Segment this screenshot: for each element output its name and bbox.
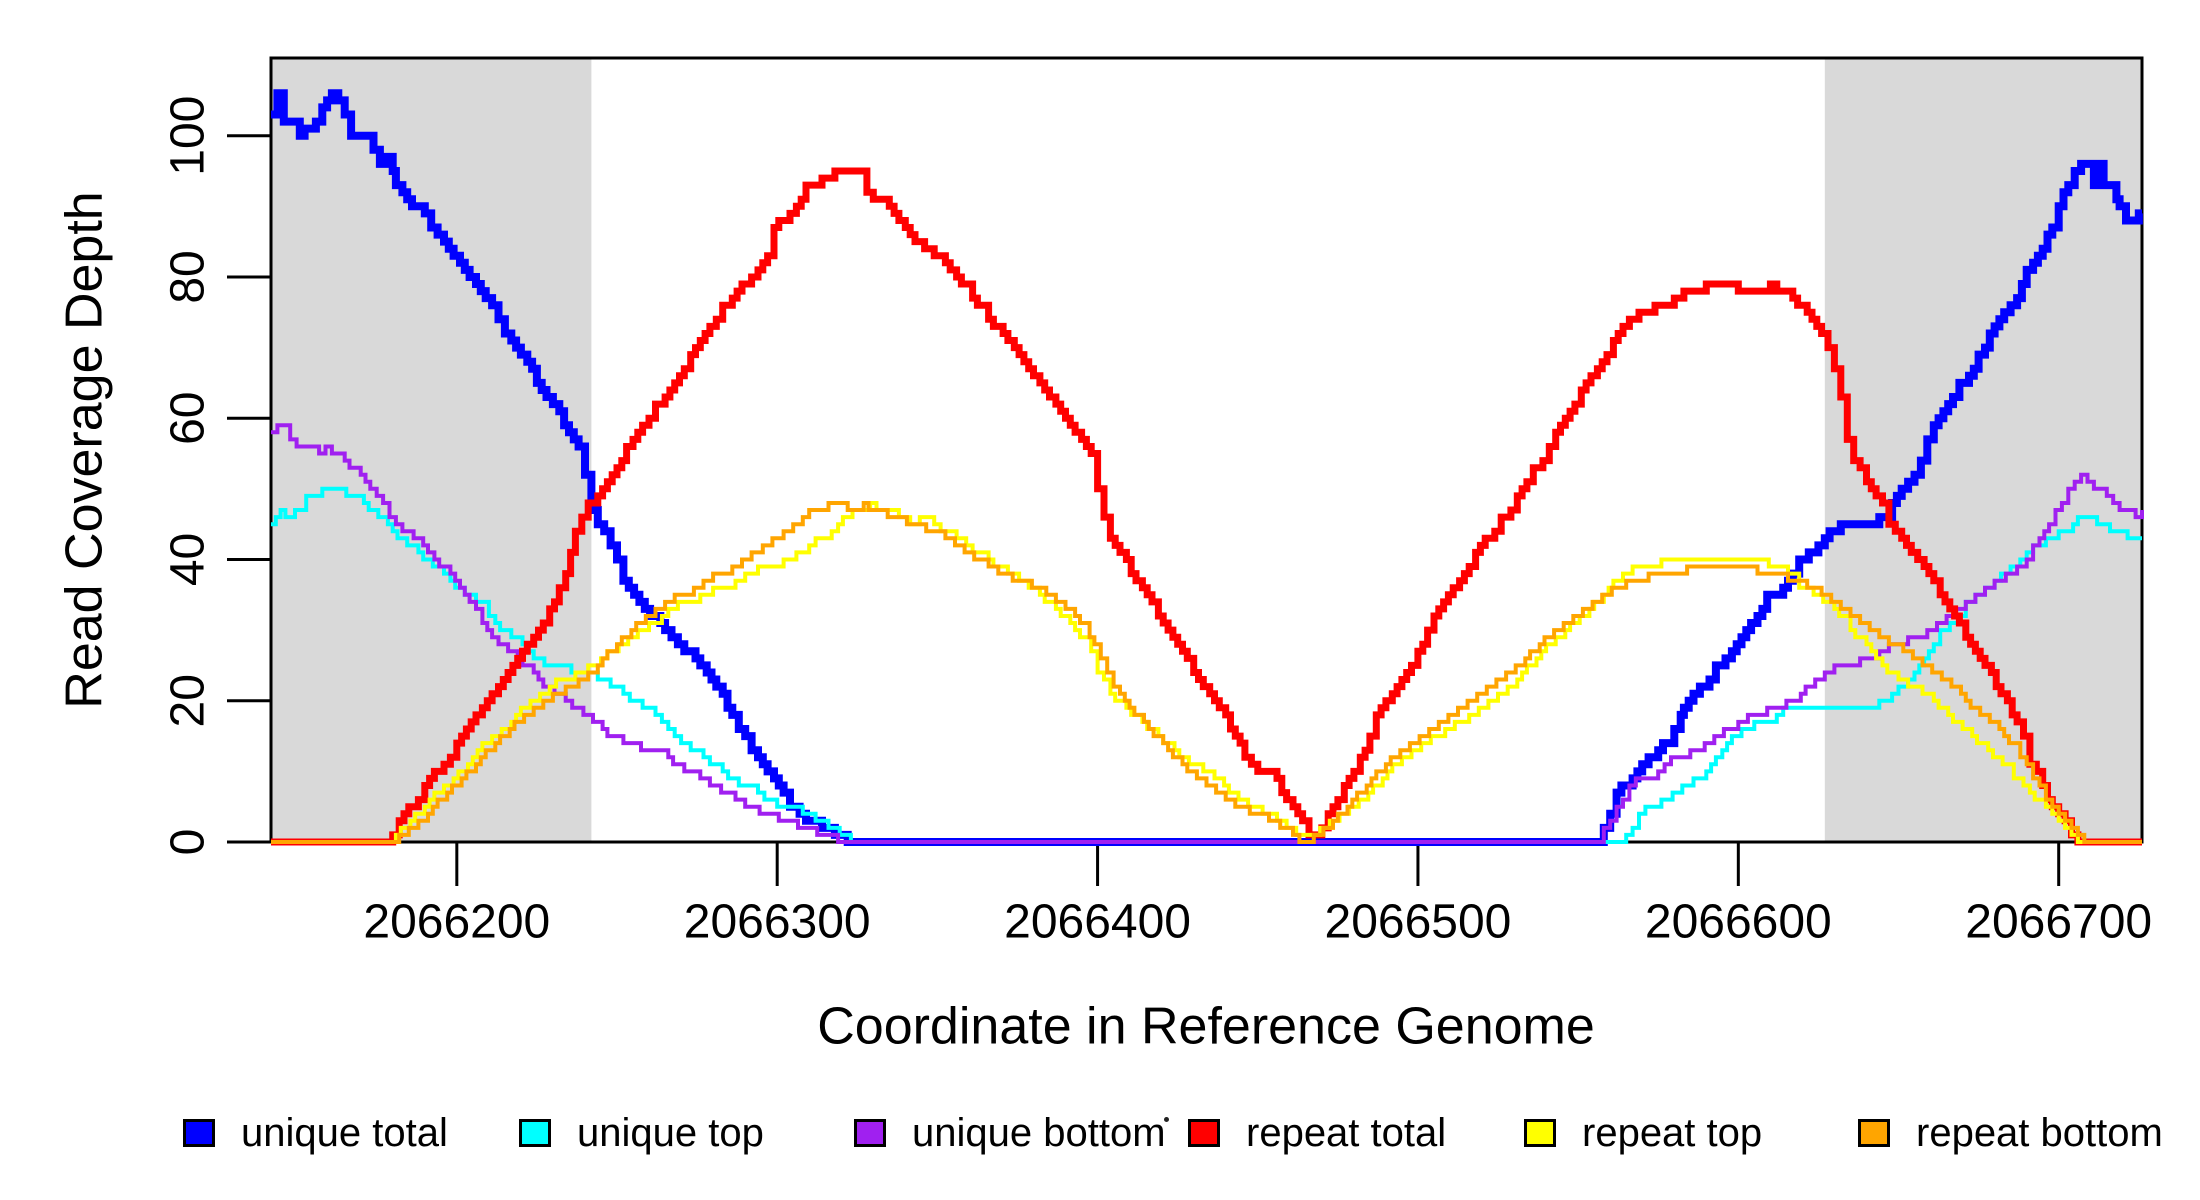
y-tick-label: 40 [162,533,215,586]
stray-dot-artifact [1164,1117,1169,1122]
series-line-repeat-bottom [271,501,2142,844]
x-tick-label: 2066200 [363,896,550,949]
x-tick-label: 2066400 [1004,896,1191,949]
legend-item-repeat-total: repeat total [1188,1111,1446,1155]
x-tick-label: 2066700 [1965,896,2152,949]
x-tick-label: 2066600 [1645,896,1832,949]
legend-item-unique-top: unique top [519,1111,764,1155]
y-tick-label: 80 [162,250,215,303]
legend-label: repeat top [1582,1110,1763,1155]
repeat-bottom-swatch-icon [1858,1119,1890,1147]
legend-label: unique top [577,1110,764,1155]
legend-item-repeat-bottom: repeat bottom [1858,1111,2163,1155]
unique-bottom-swatch-icon [854,1119,886,1147]
x-axis-title: Coordinate in Reference Genome [817,998,1595,1056]
legend-item-unique-total: unique total [183,1111,448,1155]
unique-total-swatch-icon [183,1119,215,1147]
x-tick-label: 2066500 [1325,896,1512,949]
legend-label: unique bottom [912,1110,1166,1155]
legend-item-repeat-top: repeat top [1524,1111,1762,1155]
y-tick-label: 100 [162,96,215,176]
legend-label: repeat bottom [1916,1110,2163,1155]
y-tick-label: 60 [162,392,215,445]
y-tick-label: 20 [162,674,215,727]
shaded-region [1824,58,2142,842]
series-line-repeat-total [271,167,2142,846]
legend-item-unique-bottom: unique bottom [854,1111,1166,1155]
repeat-total-swatch-icon [1188,1119,1220,1147]
y-axis-title: Read Coverage Depth [56,191,114,708]
unique-top-swatch-icon [519,1119,551,1147]
legend-label: repeat total [1246,1110,1447,1155]
x-tick-label: 2066300 [684,896,871,949]
y-tick-label: 0 [162,829,215,856]
legend-label: unique total [241,1110,448,1155]
repeat-top-swatch-icon [1524,1119,1556,1147]
